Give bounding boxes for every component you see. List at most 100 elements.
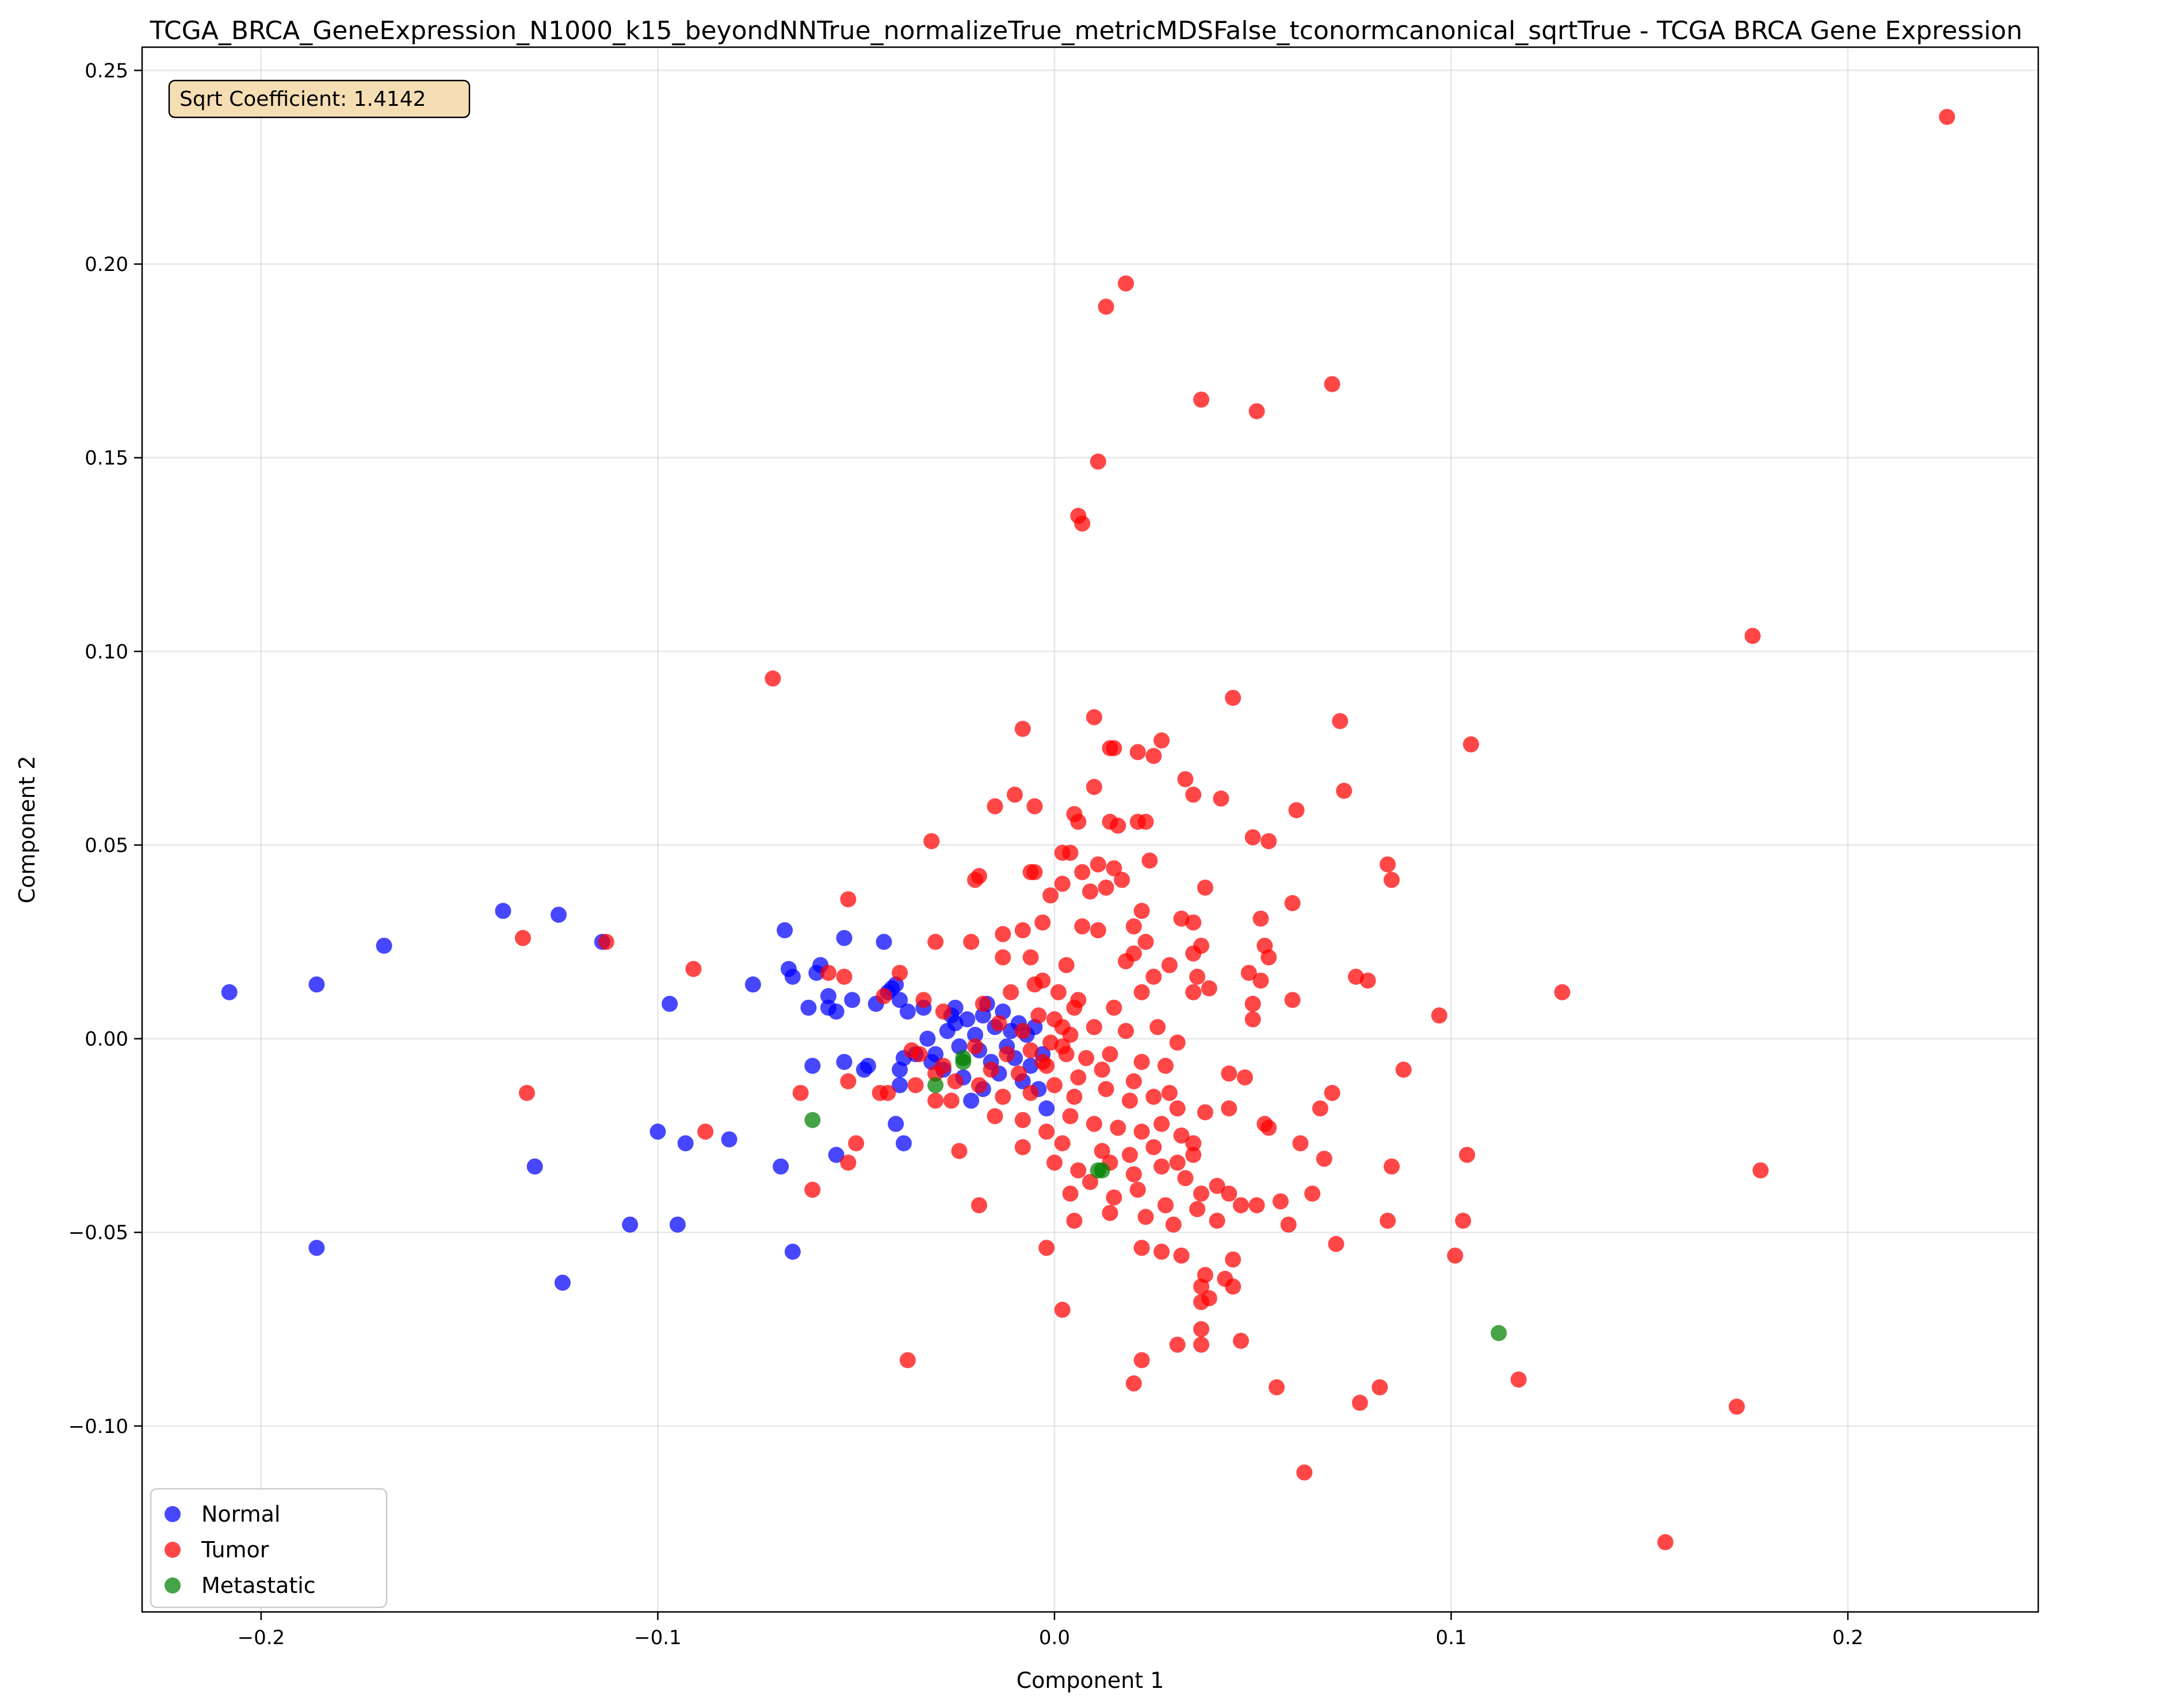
- data-point-tumor: [598, 934, 614, 950]
- data-point-tumor: [1185, 914, 1202, 931]
- data-point-tumor: [1006, 786, 1023, 803]
- y-tick-label: 0.15: [85, 447, 128, 470]
- data-point-metastatic: [1094, 1162, 1110, 1179]
- data-point-tumor: [1058, 957, 1075, 973]
- data-point-tumor: [1554, 984, 1571, 1000]
- data-point-normal: [836, 1053, 853, 1070]
- legend-marker: [165, 1542, 181, 1558]
- data-point-tumor: [1280, 1216, 1297, 1233]
- data-point-tumor: [1050, 984, 1067, 1000]
- data-point-tumor: [1106, 999, 1122, 1016]
- data-point-tumor: [1455, 1213, 1472, 1229]
- data-point-tumor: [1014, 1111, 1031, 1128]
- data-point-tumor: [1201, 1290, 1217, 1306]
- legend-marker: [165, 1506, 181, 1522]
- data-point-tumor: [1114, 872, 1130, 888]
- data-point-tumor: [1371, 1379, 1388, 1396]
- data-point-tumor: [1133, 1352, 1150, 1369]
- data-point-tumor: [514, 930, 531, 946]
- data-point-tumor: [1003, 984, 1019, 1000]
- data-point-tumor: [1106, 1189, 1122, 1206]
- data-point-tumor: [1137, 1209, 1154, 1225]
- data-point-tumor: [1014, 922, 1031, 939]
- data-point-tumor: [1102, 1046, 1118, 1063]
- legend-marker: [165, 1577, 181, 1594]
- annotation-text: Sqrt Coefficient: 1.4142: [179, 87, 426, 111]
- data-point-tumor: [991, 1015, 1007, 1031]
- data-point-tumor: [685, 961, 702, 977]
- data-point-tumor: [1209, 1213, 1225, 1229]
- data-point-tumor: [1090, 856, 1106, 873]
- data-point-tumor: [792, 1084, 809, 1101]
- data-point-tumor: [1086, 709, 1102, 725]
- data-point-tumor: [1292, 1135, 1309, 1152]
- data-point-normal: [526, 1158, 543, 1175]
- data-point-tumor: [1221, 1065, 1237, 1082]
- data-point-tumor: [1169, 1155, 1186, 1171]
- grid-lines: [142, 47, 2038, 1612]
- data-point-tumor: [1272, 1193, 1289, 1210]
- data-point-tumor: [1173, 1247, 1190, 1264]
- data-point-tumor: [1137, 934, 1154, 950]
- data-point-tumor: [1221, 1100, 1237, 1117]
- data-point-tumor: [1260, 833, 1277, 850]
- data-point-tumor: [1359, 972, 1376, 989]
- data-point-tumor: [1094, 1143, 1110, 1159]
- series-metastatic: [804, 1050, 1507, 1342]
- data-point-metastatic: [955, 1050, 972, 1067]
- data-point-normal: [1038, 1100, 1055, 1117]
- data-point-normal: [784, 968, 801, 985]
- data-point-normal: [927, 1046, 944, 1063]
- data-point-tumor: [1225, 1251, 1241, 1268]
- data-point-tumor: [1351, 1394, 1368, 1411]
- data-point-tumor: [840, 891, 857, 908]
- y-tick-label: 0.25: [85, 59, 128, 82]
- data-point-tumor: [1066, 1088, 1083, 1105]
- data-point-tumor: [1125, 1375, 1142, 1392]
- data-point-metastatic: [804, 1111, 821, 1128]
- data-point-tumor: [1098, 299, 1114, 315]
- data-point-tumor: [1086, 778, 1102, 795]
- data-point-tumor: [1149, 1019, 1166, 1036]
- data-point-tumor: [1189, 1201, 1206, 1217]
- data-point-normal: [892, 1077, 908, 1094]
- data-point-tumor: [987, 798, 1003, 815]
- data-point-tumor: [1042, 887, 1059, 904]
- data-point-tumor: [1233, 1197, 1250, 1214]
- data-point-tumor: [1248, 1197, 1265, 1214]
- data-point-tumor: [1133, 1053, 1150, 1070]
- data-point-tumor: [1145, 1139, 1162, 1156]
- data-point-normal: [899, 1003, 916, 1020]
- data-point-normal: [828, 1147, 845, 1163]
- data-point-normal: [662, 995, 678, 1012]
- data-point-normal: [963, 1092, 980, 1109]
- data-point-tumor: [1010, 1065, 1027, 1082]
- data-point-normal: [554, 1274, 571, 1291]
- data-point-tumor: [935, 1003, 952, 1020]
- data-point-normal: [308, 976, 325, 993]
- data-point-tumor: [1034, 972, 1051, 989]
- data-point-tumor: [999, 1046, 1015, 1063]
- data-point-tumor: [1054, 1135, 1071, 1152]
- data-point-tumor: [1137, 813, 1154, 830]
- data-point-tumor: [1145, 1088, 1162, 1105]
- data-point-tumor: [1082, 1174, 1098, 1190]
- data-point-tumor: [987, 1108, 1003, 1125]
- data-point-normal: [828, 1003, 845, 1020]
- data-point-metastatic: [927, 1077, 944, 1094]
- data-point-tumor: [1125, 1073, 1142, 1090]
- data-point-tumor: [923, 833, 940, 850]
- data-point-tumor: [1395, 1061, 1412, 1078]
- data-point-tumor: [1225, 690, 1241, 706]
- data-point-normal: [804, 1057, 821, 1074]
- data-point-tumor: [1094, 1061, 1110, 1078]
- data-point-tumor: [1284, 992, 1301, 1008]
- data-point-tumor: [804, 1182, 821, 1198]
- data-point-tumor: [880, 1084, 896, 1101]
- data-point-tumor: [975, 995, 991, 1012]
- data-point-tumor: [1197, 879, 1213, 896]
- data-point-normal: [820, 988, 836, 1004]
- data-point-tumor: [1189, 968, 1206, 985]
- data-point-tumor: [967, 872, 984, 888]
